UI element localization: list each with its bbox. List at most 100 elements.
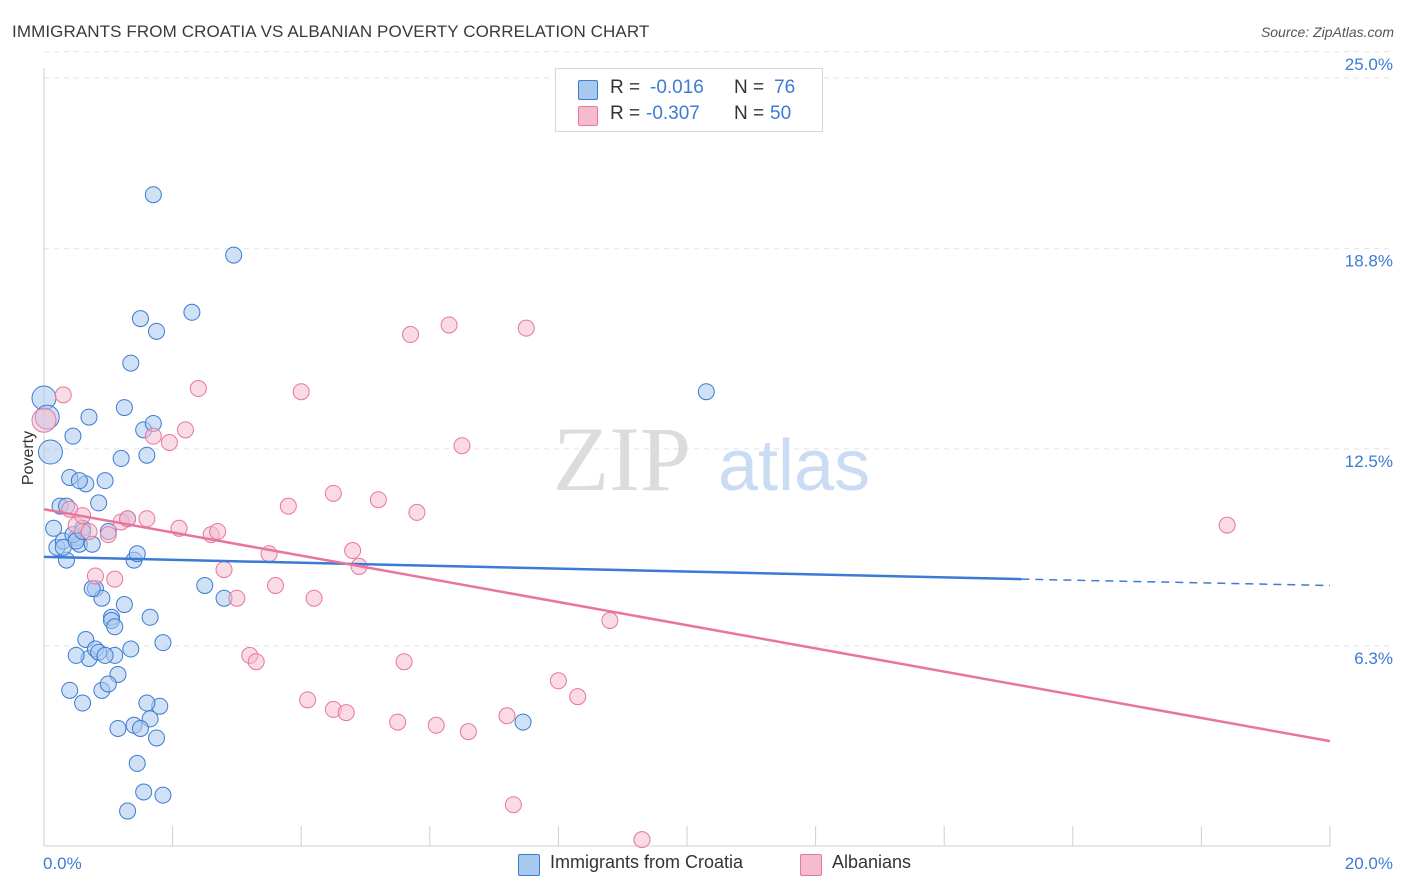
data-point-albanians <box>80 522 98 540</box>
data-point-croatia <box>115 596 133 614</box>
data-point-croatia <box>112 449 130 467</box>
data-point-croatia <box>37 439 63 465</box>
data-point-albanians <box>549 672 567 690</box>
correlation-legend: R = -0.016 N = 76 R = -0.307 N = 50 <box>555 68 823 132</box>
legend-swatch-blue <box>518 854 540 876</box>
trend-line-croatia-extension <box>1021 578 1331 587</box>
data-point-croatia <box>96 472 114 490</box>
data-point-albanians <box>292 383 310 401</box>
data-point-albanians <box>369 491 387 509</box>
data-point-croatia <box>148 729 166 747</box>
data-point-croatia <box>96 646 114 664</box>
legend-label-albanians: Albanians <box>832 852 912 872</box>
x-tick-labels: 0.0% 20.0% <box>43 854 1393 873</box>
data-point-croatia <box>225 246 243 264</box>
data-point-albanians <box>209 522 227 540</box>
data-point-croatia <box>90 494 108 512</box>
data-point-croatia <box>144 186 162 204</box>
data-point-croatia <box>128 754 146 772</box>
y-tick-labels: 6.3% 12.5% 18.8% 25.0% <box>1345 55 1393 668</box>
data-point-albanians <box>228 589 246 607</box>
data-point-albanians <box>459 723 477 741</box>
data-point-albanians <box>344 542 362 560</box>
source-label: Source: ZipAtlas.com <box>1260 24 1394 40</box>
data-point-croatia <box>70 472 88 490</box>
data-point-albanians <box>247 653 265 671</box>
data-point-croatia <box>119 802 137 820</box>
trend-line-croatia <box>43 555 1022 581</box>
data-point-albanians <box>427 716 445 734</box>
data-point-croatia <box>183 303 201 321</box>
data-point-croatia <box>141 608 159 626</box>
data-point-croatia <box>196 576 214 594</box>
data-point-albanians <box>305 589 323 607</box>
data-point-albanians <box>517 319 535 337</box>
data-point-albanians <box>86 567 104 585</box>
data-point-albanians <box>504 796 522 814</box>
legend-swatch-pink <box>800 854 822 876</box>
legend-n-label: N = <box>734 103 765 124</box>
data-point-albanians <box>453 437 471 455</box>
legend-r-value-croatia: -0.016 <box>650 77 704 98</box>
legend-label-croatia: Immigrants from Croatia <box>550 852 744 872</box>
data-point-croatia <box>106 618 124 636</box>
data-point-croatia <box>122 354 140 372</box>
grid-lines <box>44 51 1394 647</box>
data-point-croatia <box>67 646 85 664</box>
y-tick-label: 25.0% <box>1345 55 1393 74</box>
data-point-albanians <box>54 386 72 404</box>
watermark-zip: ZIP <box>553 408 691 510</box>
data-point-croatia <box>131 719 149 737</box>
legend-n-value-albanians: 50 <box>770 103 792 124</box>
series-albanians <box>31 316 1236 849</box>
data-point-albanians <box>106 570 124 588</box>
data-point-croatia <box>138 694 156 712</box>
x-tick-label-min: 0.0% <box>43 854 82 873</box>
data-point-croatia <box>135 783 153 801</box>
data-point-albanians <box>389 713 407 731</box>
x-tick-label-max: 20.0% <box>1345 854 1393 873</box>
data-point-croatia <box>99 675 117 693</box>
data-point-albanians <box>402 326 420 344</box>
data-point-croatia <box>131 310 149 328</box>
data-point-albanians <box>1218 516 1236 534</box>
legend-swatch-blue <box>578 80 598 100</box>
data-point-albanians <box>440 316 458 334</box>
data-point-croatia <box>154 634 172 652</box>
legend-r-label: R = <box>610 103 641 124</box>
data-point-albanians <box>569 688 587 706</box>
y-tick-label: 12.5% <box>1345 452 1393 471</box>
y-axis-label: Poverty <box>20 431 37 485</box>
legend-r-label: R = <box>610 77 641 98</box>
data-point-albanians <box>176 421 194 439</box>
data-point-albanians <box>633 831 651 849</box>
data-point-croatia <box>109 719 127 737</box>
data-point-croatia <box>148 322 166 340</box>
data-point-albanians <box>601 611 619 629</box>
data-point-albanians <box>138 510 156 528</box>
x-ticks <box>43 826 1331 846</box>
watermark: ZIP atlas <box>553 408 870 510</box>
data-point-croatia <box>122 640 140 658</box>
data-point-albanians <box>99 526 117 544</box>
chart-title: IMMIGRANTS FROM CROATIA VS ALBANIAN POVE… <box>12 22 650 41</box>
data-point-croatia <box>74 694 92 712</box>
legend-swatch-pink <box>578 106 598 126</box>
series-legend: Immigrants from Croatia Albanians <box>0 852 1406 878</box>
data-point-albanians <box>498 707 516 725</box>
data-point-croatia <box>115 399 133 417</box>
data-point-albanians <box>324 484 342 502</box>
data-point-albanians <box>215 561 233 579</box>
data-point-croatia <box>80 408 98 426</box>
data-point-croatia <box>514 713 532 731</box>
data-point-albanians <box>144 427 162 445</box>
watermark-atlas: atlas <box>718 426 870 506</box>
data-point-croatia <box>138 446 156 464</box>
data-point-albanians <box>395 653 413 671</box>
data-point-albanians <box>266 576 284 594</box>
legend-n-label: N = <box>734 77 765 98</box>
data-point-albanians <box>299 691 317 709</box>
legend-r-value-albanians: -0.307 <box>646 103 700 124</box>
data-point-albanians <box>160 434 178 452</box>
